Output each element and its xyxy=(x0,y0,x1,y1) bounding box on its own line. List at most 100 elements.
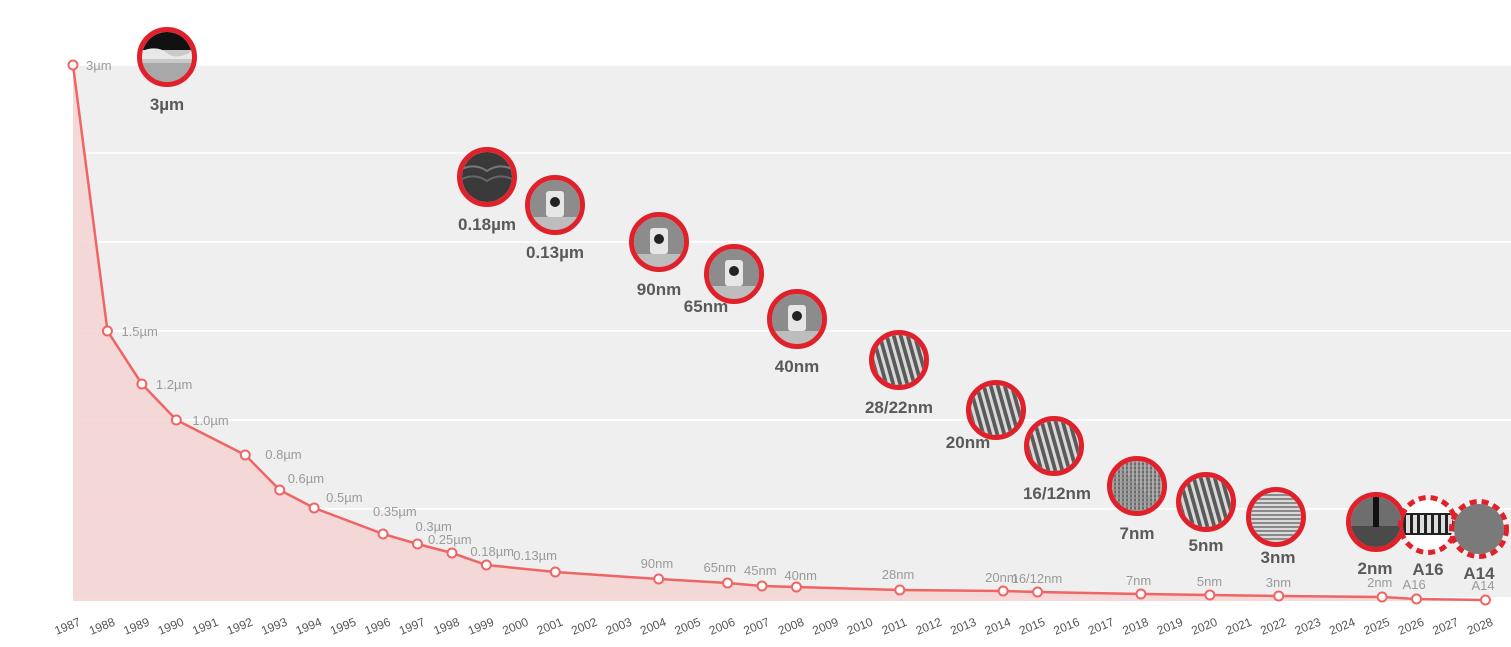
year-tick-label: 2006 xyxy=(707,615,737,638)
node-image-ring xyxy=(1246,487,1306,547)
data-point xyxy=(1479,594,1491,606)
image-pillar xyxy=(1413,515,1417,533)
data-point xyxy=(136,378,148,390)
node-image-ring xyxy=(629,212,689,272)
node-image xyxy=(1024,416,1084,476)
node-name-label: 3nm xyxy=(1261,548,1296,567)
point-label: 16/12nm xyxy=(1012,571,1063,586)
image-gate xyxy=(1373,497,1379,527)
data-point xyxy=(1135,588,1147,600)
point-label: 90nm xyxy=(641,556,674,571)
year-tick-label: 2018 xyxy=(1120,615,1150,638)
year-tick-label: 1996 xyxy=(363,615,393,638)
image-fin xyxy=(999,385,1017,435)
year-tick-label: 2001 xyxy=(535,615,565,638)
year-tick-label: 1988 xyxy=(87,615,117,638)
data-point xyxy=(308,502,320,514)
node-image-photo xyxy=(1351,497,1401,547)
year-tick-label: 1995 xyxy=(328,615,358,638)
point-label: 2nm xyxy=(1367,575,1392,590)
point-label: 28nm xyxy=(882,567,915,582)
node-image xyxy=(966,380,1026,440)
point-label: 0.18µm xyxy=(470,544,514,559)
image-bg xyxy=(1454,504,1504,554)
data-point xyxy=(894,584,906,596)
data-points xyxy=(67,59,1491,606)
data-point xyxy=(756,580,768,592)
area-under-curve xyxy=(73,65,1486,601)
grid-band xyxy=(73,153,1511,241)
data-point xyxy=(1273,590,1285,602)
node-image-ring xyxy=(1449,499,1509,559)
data-point xyxy=(446,547,458,559)
image-layer xyxy=(142,32,192,50)
point-label: 0.3µm xyxy=(416,519,452,534)
node-image xyxy=(1246,487,1306,547)
year-tick-label: 1987 xyxy=(52,615,82,638)
node-image xyxy=(1346,492,1406,552)
image-fin xyxy=(902,335,920,385)
node-name-label: 2nm xyxy=(1358,559,1393,578)
data-point xyxy=(1204,589,1216,601)
year-tick-label: 1991 xyxy=(190,615,220,638)
image-gate-core xyxy=(654,234,664,244)
year-tick-label: 1998 xyxy=(431,615,461,638)
point-label: 1.2µm xyxy=(156,377,192,392)
point-label: A16 xyxy=(1403,577,1426,592)
image-fin xyxy=(895,335,913,385)
node-image-ring xyxy=(869,330,929,390)
year-tick-label: 1999 xyxy=(466,615,496,638)
image-pillar xyxy=(1406,515,1410,533)
image-gate-core xyxy=(729,266,739,276)
year-tick-label: 2022 xyxy=(1258,615,1288,638)
data-point xyxy=(653,573,665,585)
node-image-photo xyxy=(1181,477,1231,527)
data-point xyxy=(549,566,561,578)
node-image-ring xyxy=(457,147,517,207)
image-fin xyxy=(1029,421,1040,471)
year-tick-label: 1989 xyxy=(121,615,151,638)
image-fin xyxy=(1050,421,1068,471)
data-point xyxy=(67,59,79,71)
node-image-ring xyxy=(525,175,585,235)
node-image-ring xyxy=(1107,456,1167,516)
year-tick-label: 2028 xyxy=(1465,615,1495,638)
year-tick-label: 2002 xyxy=(569,615,599,638)
point-label: 0.6µm xyxy=(288,471,324,486)
year-tick-label: 1990 xyxy=(156,615,186,638)
data-point xyxy=(790,581,802,593)
data-point xyxy=(274,484,286,496)
year-tick-label: 2021 xyxy=(1224,615,1254,638)
node-image-ring xyxy=(137,27,197,87)
data-point xyxy=(722,577,734,589)
year-tick-label: 2005 xyxy=(673,615,703,638)
image-fin xyxy=(1043,421,1061,471)
year-tick-label: 2019 xyxy=(1155,615,1185,638)
node-name-label: 65nm xyxy=(684,297,728,316)
point-label: 0.8µm xyxy=(265,447,301,462)
image-layer xyxy=(142,63,192,82)
node-name-label: 90nm xyxy=(637,280,681,299)
image-layer xyxy=(142,48,192,59)
node-image xyxy=(704,244,764,304)
node-image xyxy=(1176,472,1236,532)
node-image xyxy=(869,330,929,390)
image-fin xyxy=(1188,477,1206,527)
point-label: 7nm xyxy=(1126,573,1151,588)
year-tick-label: 2010 xyxy=(845,615,875,638)
image-layer xyxy=(462,165,512,173)
point-label: 0.5µm xyxy=(326,490,362,505)
year-tick-label: 2014 xyxy=(983,615,1013,638)
image-fin xyxy=(881,335,899,385)
data-point xyxy=(377,528,389,540)
point-label: 65nm xyxy=(704,560,737,575)
area-fill xyxy=(73,65,1486,601)
node-name-label: 28/22nm xyxy=(865,398,933,417)
data-point xyxy=(1032,586,1044,598)
node-image-ring xyxy=(1176,472,1236,532)
node-name-label: 5nm xyxy=(1189,536,1224,555)
point-label: 1.5µm xyxy=(121,324,157,339)
node-image-photo xyxy=(1454,504,1504,554)
point-label: A14 xyxy=(1471,578,1494,593)
